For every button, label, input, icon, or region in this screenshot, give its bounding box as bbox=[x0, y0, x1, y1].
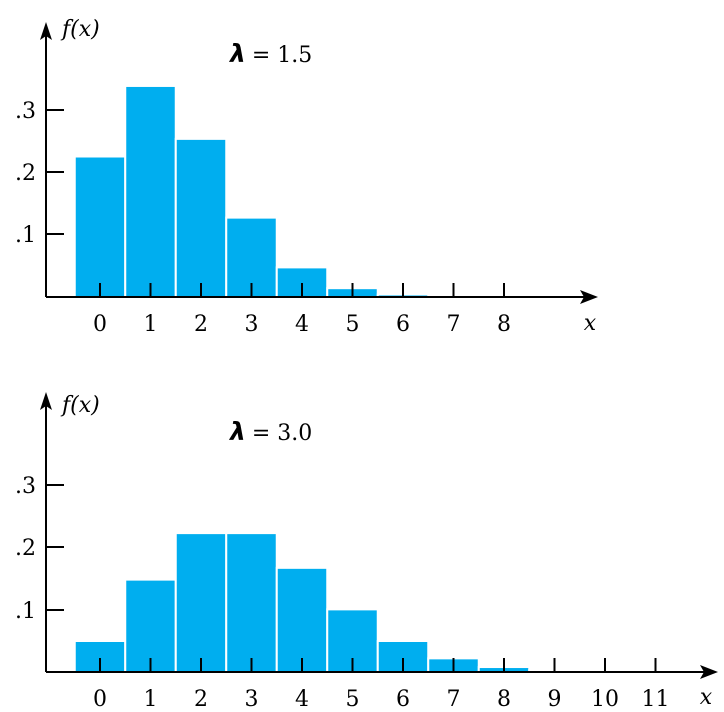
chart-panel-1: 0 1 2 3 4 5 6 7 8 9 10 11 .1 .2 .3 f(x) x λ = 3.0 bbox=[15, 392, 718, 712]
y-tick-label: .3 bbox=[15, 99, 36, 124]
x-axis-arrow bbox=[700, 665, 718, 679]
y-tick-label: .3 bbox=[15, 474, 36, 499]
x-tick-label-5: 5 bbox=[346, 312, 360, 337]
y-tick-label: .1 bbox=[15, 599, 36, 624]
x-axis-arrow bbox=[580, 290, 598, 304]
y-axis-label: f(x) bbox=[60, 17, 100, 42]
lambda-annotation: λ = 3.0 bbox=[228, 417, 312, 446]
y-axis-label: f(x) bbox=[60, 393, 100, 418]
y-tick-label: .2 bbox=[15, 161, 36, 186]
bar-3 bbox=[225, 532, 278, 673]
lambda-symbol: λ bbox=[228, 417, 246, 446]
chart-panel-0: 0 1 2 3 4 5 6 7 8 .1 .2 .3 f(x) x λ = 1.5 bbox=[15, 17, 598, 337]
x-tick-label-8: 8 bbox=[497, 687, 511, 712]
y-axis-arrow bbox=[40, 22, 52, 40]
x-tick-label-10: 10 bbox=[591, 687, 619, 712]
x-tick-label-1: 1 bbox=[144, 312, 158, 337]
x-tick-label-0: 0 bbox=[93, 687, 107, 712]
bar-0 bbox=[73, 155, 127, 298]
y-axis-arrow bbox=[40, 392, 52, 410]
x-tick-label-8: 8 bbox=[497, 312, 511, 337]
lambda-annotation: λ = 1.5 bbox=[228, 39, 312, 68]
x-axis-label: x bbox=[584, 311, 597, 336]
x-tick-label-2: 2 bbox=[194, 687, 208, 712]
bar-1 bbox=[124, 84, 177, 298]
x-tick-label-6: 6 bbox=[396, 312, 410, 337]
bar-4 bbox=[275, 566, 329, 674]
bar-2 bbox=[174, 137, 228, 298]
x-tick-label-2: 2 bbox=[194, 312, 208, 337]
lambda-value: = 3.0 bbox=[252, 421, 312, 446]
lambda-value: = 1.5 bbox=[252, 43, 312, 68]
x-tick-label-7: 7 bbox=[447, 312, 461, 337]
y-tick-label: .2 bbox=[15, 536, 36, 561]
x-tick-label-0: 0 bbox=[93, 312, 107, 337]
x-tick-label-11: 11 bbox=[642, 687, 670, 712]
x-tick-label-1: 1 bbox=[144, 687, 158, 712]
x-tick-label-5: 5 bbox=[346, 687, 360, 712]
x-tick-label-9: 9 bbox=[548, 687, 562, 712]
x-axis-label: x bbox=[700, 685, 713, 710]
bar-2 bbox=[174, 532, 228, 673]
x-tick-label-4: 4 bbox=[295, 312, 309, 337]
y-tick-label: .1 bbox=[15, 223, 36, 248]
x-tick-label-3: 3 bbox=[245, 312, 259, 337]
x-tick-label-4: 4 bbox=[295, 687, 309, 712]
x-tick-label-7: 7 bbox=[447, 687, 461, 712]
x-tick-label-6: 6 bbox=[396, 687, 410, 712]
x-tick-label-3: 3 bbox=[245, 687, 259, 712]
lambda-symbol: λ bbox=[228, 39, 246, 68]
